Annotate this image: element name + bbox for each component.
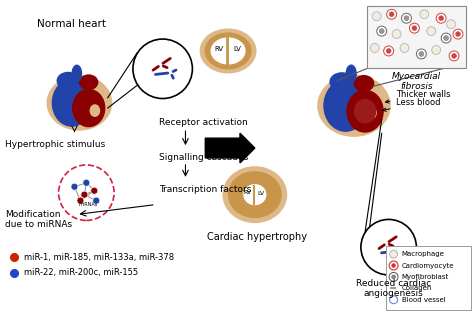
Circle shape <box>58 165 114 220</box>
Circle shape <box>444 36 448 41</box>
Ellipse shape <box>47 76 112 130</box>
FancyBboxPatch shape <box>367 6 466 68</box>
Text: Receptor activation: Receptor activation <box>159 118 247 127</box>
Circle shape <box>361 219 417 275</box>
Ellipse shape <box>80 75 98 90</box>
Text: Reduced cardiac
angiogenesis: Reduced cardiac angiogenesis <box>356 279 431 298</box>
Text: Modification
due to miRNAs: Modification due to miRNAs <box>5 210 72 229</box>
Text: miRNAs: miRNAs <box>78 202 98 207</box>
Text: Signalling cascades: Signalling cascades <box>159 153 248 162</box>
FancyBboxPatch shape <box>386 246 471 310</box>
Circle shape <box>133 39 192 99</box>
Text: Macrophage: Macrophage <box>401 251 445 257</box>
Ellipse shape <box>90 105 100 116</box>
Ellipse shape <box>367 107 376 119</box>
Text: Less blood: Less blood <box>383 98 440 111</box>
Ellipse shape <box>73 90 104 127</box>
Circle shape <box>391 275 396 279</box>
Text: Collagen: Collagen <box>401 285 432 291</box>
FancyArrow shape <box>205 133 255 163</box>
Ellipse shape <box>244 185 266 205</box>
Text: LV: LV <box>257 191 265 196</box>
Ellipse shape <box>228 172 281 217</box>
Text: RV: RV <box>244 190 252 195</box>
Circle shape <box>419 51 424 56</box>
Text: RV: RV <box>215 46 224 52</box>
Ellipse shape <box>72 65 82 82</box>
Text: Blood vessel: Blood vessel <box>401 297 445 303</box>
Text: Hypertrophic stimulus: Hypertrophic stimulus <box>5 140 105 149</box>
Circle shape <box>449 51 459 61</box>
Circle shape <box>384 46 394 56</box>
Circle shape <box>370 43 379 52</box>
Circle shape <box>377 26 387 36</box>
Circle shape <box>93 197 100 204</box>
Circle shape <box>81 191 88 198</box>
Ellipse shape <box>200 29 256 73</box>
Ellipse shape <box>211 38 245 64</box>
Circle shape <box>390 296 398 304</box>
Circle shape <box>91 187 98 194</box>
Circle shape <box>391 264 396 267</box>
Circle shape <box>392 30 401 39</box>
Circle shape <box>412 26 417 31</box>
Circle shape <box>441 33 451 43</box>
Ellipse shape <box>347 90 383 132</box>
Text: Myofibroblast: Myofibroblast <box>401 274 449 280</box>
Circle shape <box>379 29 384 34</box>
Circle shape <box>387 9 397 19</box>
Text: LV: LV <box>233 46 241 52</box>
Circle shape <box>409 23 419 33</box>
Circle shape <box>401 13 411 23</box>
Circle shape <box>417 49 426 59</box>
Circle shape <box>400 43 409 52</box>
Ellipse shape <box>57 72 79 89</box>
Circle shape <box>77 197 84 204</box>
Text: Cardiac hypertrophy: Cardiac hypertrophy <box>207 232 307 242</box>
Circle shape <box>389 261 398 270</box>
Ellipse shape <box>346 65 356 83</box>
Ellipse shape <box>354 76 374 91</box>
Text: Normal heart: Normal heart <box>37 19 106 29</box>
Circle shape <box>420 10 429 19</box>
Text: Cardiomyocyte: Cardiomyocyte <box>401 262 454 269</box>
Text: Transcription factors: Transcription factors <box>159 185 251 194</box>
Text: Myocardial
fibrosis: Myocardial fibrosis <box>392 72 441 91</box>
Circle shape <box>389 272 398 281</box>
Circle shape <box>456 32 460 37</box>
Text: miR-1, miR-185, miR-133a, miR-378: miR-1, miR-185, miR-133a, miR-378 <box>24 253 174 261</box>
Ellipse shape <box>52 80 91 126</box>
Ellipse shape <box>205 33 251 69</box>
Ellipse shape <box>324 80 367 131</box>
Ellipse shape <box>354 100 376 123</box>
Circle shape <box>452 53 456 58</box>
Circle shape <box>390 250 398 258</box>
Circle shape <box>436 13 446 23</box>
Ellipse shape <box>330 73 353 91</box>
Text: Thicker walls: Thicker walls <box>386 90 450 103</box>
Circle shape <box>386 48 391 53</box>
Circle shape <box>432 46 441 54</box>
Text: miR-22, miR-200c, miR-155: miR-22, miR-200c, miR-155 <box>24 268 138 277</box>
Circle shape <box>372 12 381 21</box>
Circle shape <box>83 179 90 186</box>
Circle shape <box>439 16 444 21</box>
Circle shape <box>389 12 394 17</box>
Circle shape <box>71 183 78 190</box>
Circle shape <box>404 16 409 21</box>
Ellipse shape <box>223 167 286 222</box>
Circle shape <box>453 29 463 39</box>
Ellipse shape <box>318 75 390 136</box>
Circle shape <box>446 20 456 29</box>
Circle shape <box>427 27 436 36</box>
